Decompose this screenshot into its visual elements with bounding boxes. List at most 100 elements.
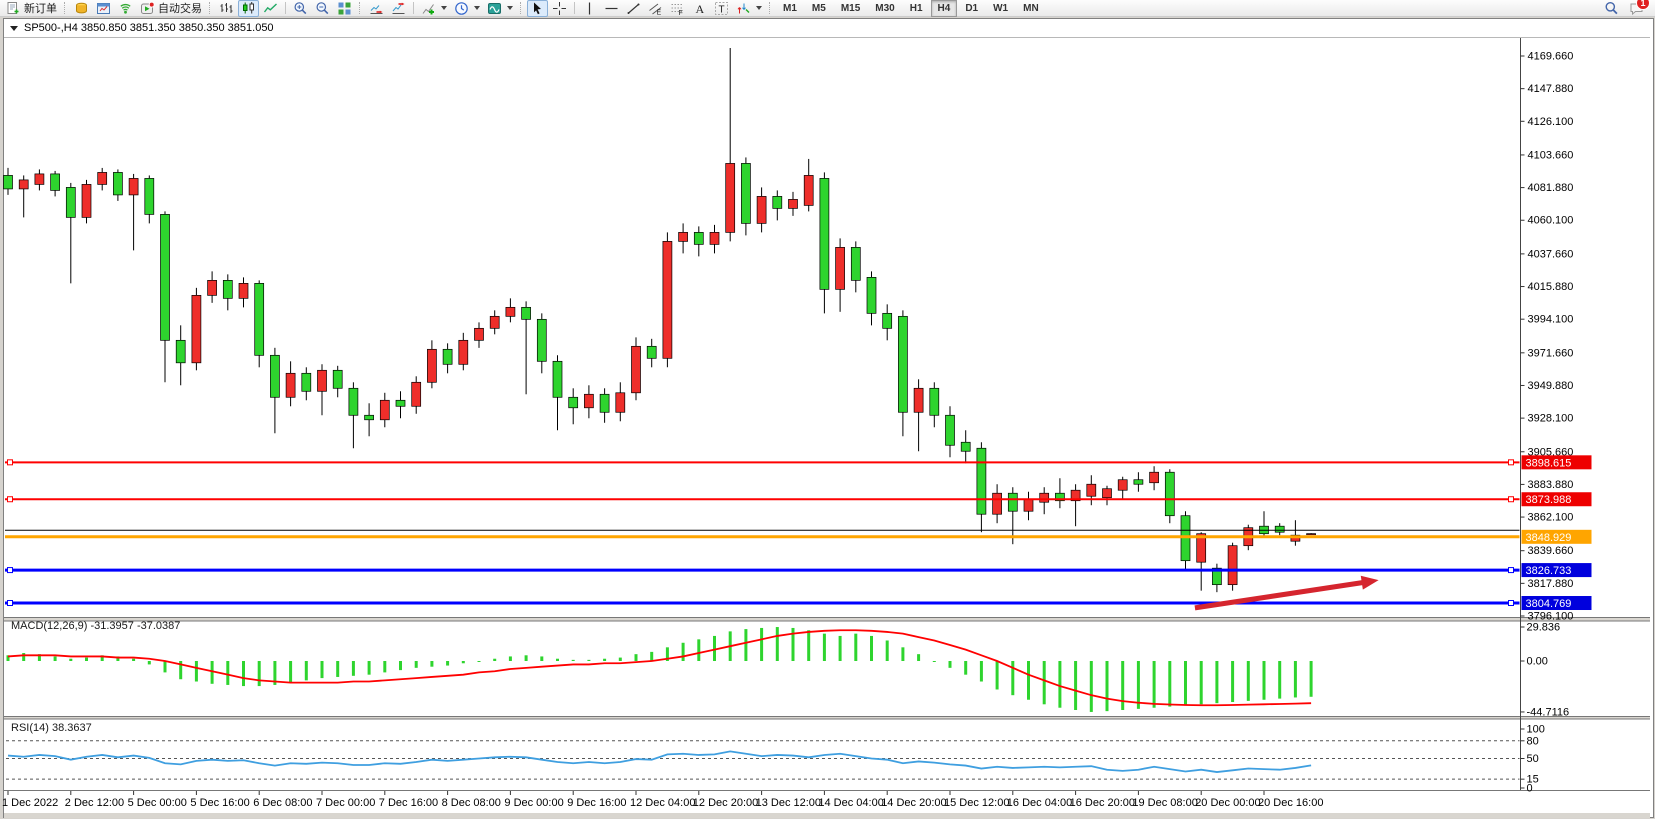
equidistant-channel-button[interactable]: E — [645, 0, 666, 17]
line-handle[interactable] — [1508, 567, 1514, 574]
indicators-icon — [421, 1, 436, 16]
line-handle[interactable] — [7, 496, 13, 503]
candlestick-button[interactable] — [238, 0, 259, 17]
tf-h1-button[interactable]: H1 — [903, 0, 930, 17]
horizontal-line-button[interactable] — [601, 0, 622, 17]
toolbar-grip — [769, 2, 772, 14]
macd-signal-line — [7, 629, 1312, 707]
notifications-button[interactable]: 1 — [1629, 0, 1650, 16]
svg-text:0: 0 — [1527, 783, 1533, 795]
candle — [536, 313, 547, 374]
candle — [850, 241, 861, 293]
macd-histogram-bar — [430, 661, 434, 667]
candle — [113, 169, 123, 201]
horizontal-line-3898.615[interactable] — [5, 459, 1520, 466]
macd-histogram-bar — [1089, 661, 1093, 712]
horizontal-line-3826.733[interactable] — [5, 567, 1520, 574]
zoom-in-button[interactable] — [290, 0, 311, 17]
candle — [505, 298, 516, 323]
candle — [615, 382, 626, 422]
dropdown-caret-icon[interactable] — [756, 6, 762, 10]
crosshair-button[interactable] — [549, 0, 570, 17]
macd-histogram-bar — [1262, 661, 1266, 700]
candle — [1164, 469, 1175, 524]
macd-histogram-bar — [681, 642, 685, 661]
candle — [34, 169, 45, 191]
horizontal-line-3804.769[interactable] — [5, 600, 1520, 607]
auto-scroll-button[interactable] — [366, 0, 387, 17]
tf-d1-button[interactable]: D1 — [958, 0, 985, 17]
collapse-panel-icon[interactable] — [10, 25, 18, 31]
tf-m15-button[interactable]: M15 — [834, 0, 867, 17]
cursor-button[interactable] — [527, 0, 548, 17]
bar-chart-button[interactable] — [216, 0, 237, 17]
macd-histogram-bar — [838, 635, 842, 661]
macd-histogram-bar — [53, 656, 57, 661]
indicators-button[interactable] — [418, 0, 450, 17]
line-handle[interactable] — [7, 567, 13, 574]
tf-h1-button-label: H1 — [909, 2, 923, 14]
tf-h4-button[interactable]: H4 — [930, 0, 958, 17]
search-button[interactable] — [1604, 1, 1619, 16]
macd-histogram-bar — [289, 661, 293, 683]
macd-histogram-bar — [744, 629, 748, 661]
tf-mn-button[interactable]: MN — [1016, 0, 1046, 17]
dropdown-caret-icon[interactable] — [441, 6, 447, 10]
trendline-button[interactable] — [623, 0, 644, 17]
tf-w1-button[interactable]: W1 — [986, 0, 1015, 17]
line-handle[interactable] — [7, 600, 13, 607]
macd-histogram-bar — [885, 640, 889, 661]
tf-m5-button[interactable]: M5 — [805, 0, 833, 17]
candle — [348, 382, 359, 449]
candle — [992, 484, 1002, 524]
market-watch-button[interactable] — [71, 0, 92, 17]
line-handle[interactable] — [7, 459, 13, 466]
new-order-button[interactable]: 新订单 — [3, 0, 60, 17]
horizontal-line-icon — [604, 1, 619, 16]
chart-shift-button[interactable] — [388, 0, 409, 17]
svg-text:3862.100: 3862.100 — [1528, 512, 1574, 524]
svg-text:13 Dec 12:00: 13 Dec 12:00 — [756, 797, 821, 809]
line-handle[interactable] — [1508, 459, 1514, 466]
text-button[interactable]: A — [689, 0, 710, 17]
candle — [929, 382, 940, 428]
templates-button[interactable] — [484, 0, 516, 17]
macd-histogram-bar — [37, 654, 41, 661]
candle — [160, 211, 170, 383]
candle — [301, 367, 312, 401]
line-handle[interactable] — [1508, 496, 1514, 503]
horizontal-line-3873.988[interactable] — [5, 496, 1520, 503]
tile-windows-button[interactable] — [334, 0, 355, 17]
line-handle[interactable] — [1508, 600, 1514, 607]
fibonacci-button[interactable]: F — [667, 0, 688, 17]
text-label-button[interactable]: T — [711, 0, 732, 17]
tf-m30-button[interactable]: M30 — [868, 0, 901, 17]
macd-histogram-bar — [1105, 661, 1109, 712]
trend-arrow-annotation[interactable] — [1194, 575, 1379, 611]
candle — [191, 287, 202, 371]
autotrading-button-label: 自动交易 — [158, 3, 202, 15]
candle — [1133, 472, 1144, 492]
line-chart-button[interactable] — [260, 0, 281, 17]
data-window-button[interactable] — [93, 0, 114, 17]
dropdown-caret-icon[interactable] — [474, 6, 480, 10]
svg-text:16 Dec 20:00: 16 Dec 20:00 — [1070, 797, 1135, 809]
macd-histogram-bar — [132, 658, 136, 661]
tf-m5-button-label: M5 — [811, 2, 826, 14]
macd-histogram-bar — [320, 661, 324, 679]
line-chart-icon — [263, 1, 278, 16]
autotrading-button[interactable]: 自动交易 — [137, 0, 205, 17]
macd-histogram-bar — [508, 656, 512, 661]
dropdown-caret-icon[interactable] — [507, 6, 513, 10]
signals-button[interactable] — [115, 0, 136, 17]
vertical-line-button[interactable] — [579, 0, 600, 17]
tf-m1-button[interactable]: M1 — [776, 0, 804, 17]
candle — [898, 310, 908, 437]
periods-button[interactable] — [451, 0, 483, 17]
macd-histogram-bar — [116, 656, 120, 661]
zoom-out-button[interactable] — [312, 0, 333, 17]
arrows-button[interactable] — [733, 0, 765, 17]
candle — [1117, 476, 1128, 500]
